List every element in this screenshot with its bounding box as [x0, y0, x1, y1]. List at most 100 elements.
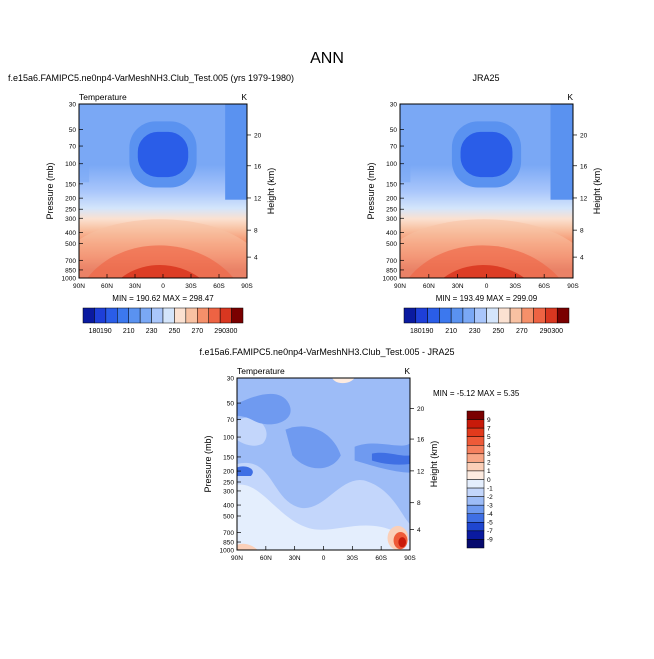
y-right-tick-label: 20	[254, 132, 262, 139]
y-tick-label: 1000	[220, 548, 235, 555]
figure-title: ANN	[310, 50, 344, 67]
colorbar-box	[462, 307, 475, 324]
colorbar-label: 210	[445, 328, 457, 335]
colorbar-box	[208, 307, 221, 324]
colorbar-box	[486, 307, 499, 324]
y-tick-label: 400	[223, 503, 234, 510]
y-tick-label: 500	[65, 241, 76, 248]
y-tick-label: 30	[227, 376, 235, 383]
stats-label: MIN = -5.12 MAX = 5.35	[433, 389, 520, 398]
panel-title: f.e15a6.FAMIPC5.ne0np4-VarMeshNH3.Club_T…	[8, 73, 294, 83]
y-axis-label: Pressure (mb)	[45, 162, 55, 219]
stats-label: MIN = 193.49 MAX = 299.09	[436, 294, 538, 303]
y-tick-label: 150	[223, 454, 234, 461]
y-axis-right-label: Height (km)	[266, 168, 276, 215]
panel-title: JRA25	[472, 73, 499, 83]
near-zero-zone	[237, 484, 410, 550]
colorbar-label: -1	[487, 485, 493, 492]
x-tick-label: 60N	[101, 283, 113, 290]
colorbar-box	[466, 419, 485, 429]
colorbar-box	[94, 307, 107, 324]
y-tick-label: 1000	[383, 276, 398, 283]
x-tick-label: 30S	[185, 283, 197, 290]
warm-peak	[121, 264, 200, 278]
colorbar-box	[185, 307, 198, 324]
y-axis-label: Pressure (mb)	[203, 435, 213, 492]
colorbar-box	[466, 513, 485, 523]
colorbar-box	[82, 307, 95, 324]
colorbar-label: -4	[487, 511, 493, 518]
colorbar-box	[466, 445, 485, 455]
y-right-tick-label: 12	[580, 195, 588, 202]
x-tick-label: 30N	[129, 283, 141, 290]
colorbar-box	[466, 470, 485, 480]
y-tick-label: 500	[386, 241, 397, 248]
x-tick-label: 60S	[375, 555, 387, 562]
colorbar-label: 190	[422, 328, 434, 335]
y-tick-label: 300	[223, 488, 234, 495]
y-tick-label: 100	[65, 161, 76, 168]
y-tick-label: 1000	[62, 276, 77, 283]
polar-north	[400, 104, 411, 183]
x-tick-label: 60N	[423, 283, 435, 290]
colorbar-box	[466, 479, 485, 489]
colorbar-label: 4	[487, 443, 491, 450]
y-tick-label: 200	[386, 196, 397, 203]
y-tick-label: 100	[223, 435, 234, 442]
colorbar-label: 270	[191, 328, 203, 335]
colorbar-label: 9	[487, 417, 491, 424]
x-tick-label: 90S	[567, 283, 579, 290]
colorbar-box	[117, 307, 129, 324]
colorbar-label: 250	[169, 328, 181, 335]
y-right-tick-label: 16	[417, 437, 425, 444]
y-tick-label: 850	[65, 267, 76, 274]
colorbar-box	[533, 307, 546, 324]
top-light-patch	[332, 378, 355, 384]
x-tick-label: 60S	[213, 283, 225, 290]
colorbar-label: 230	[469, 328, 481, 335]
colorbar-box	[403, 307, 417, 324]
y-tick-label: 700	[386, 258, 397, 265]
y-tick-label: 850	[386, 267, 397, 274]
colorbar-box	[498, 307, 511, 324]
y-right-tick-label: 4	[580, 255, 584, 262]
colorbar-label: -5	[487, 520, 493, 527]
y-right-tick-label: 4	[417, 527, 421, 534]
warm-peak	[443, 264, 525, 278]
colorbar-box	[427, 307, 440, 324]
colorbar-label: 2	[487, 460, 491, 467]
x-tick-label: 0	[485, 283, 489, 290]
panel-model: f.e15a6.FAMIPC5.ne0np4-VarMeshNH3.Club_T…	[8, 73, 294, 335]
y-tick-label: 30	[390, 102, 398, 109]
polar-cold-south	[225, 104, 247, 200]
y-right-tick-label: 8	[254, 228, 258, 235]
colorbar-label: 270	[516, 328, 528, 335]
y-axis-right-label: Height (km)	[429, 441, 439, 488]
colorbar-box	[415, 307, 428, 324]
polar-north	[79, 104, 90, 183]
y-right-tick-label: 8	[417, 500, 421, 507]
colorbar-box	[509, 307, 523, 324]
cold-core-south	[371, 452, 410, 465]
colorbar-label: 5	[487, 434, 491, 441]
cold-core	[460, 131, 513, 178]
colorbar-box	[105, 307, 118, 324]
y-axis-label: Pressure (mb)	[366, 162, 376, 219]
colorbar-box	[466, 496, 485, 506]
variable-label: Temperature	[237, 366, 285, 376]
x-tick-label: 0	[322, 555, 326, 562]
colorbar-label: 180	[410, 328, 422, 335]
polar-cold-south	[550, 104, 573, 200]
y-tick-label: 50	[69, 127, 77, 134]
x-tick-label: 90N	[394, 283, 406, 290]
x-tick-label: 30S	[347, 555, 359, 562]
colorbar-box	[231, 307, 244, 324]
x-tick-label: 90S	[404, 555, 416, 562]
colorbar-box	[466, 410, 485, 420]
y-tick-label: 150	[386, 181, 397, 188]
panel-title: f.e15a6.FAMIPC5.ne0np4-VarMeshNH3.Club_T…	[200, 347, 455, 357]
y-tick-label: 250	[223, 480, 234, 487]
y-tick-label: 100	[386, 161, 397, 168]
colorbar-label: 1	[487, 468, 491, 475]
